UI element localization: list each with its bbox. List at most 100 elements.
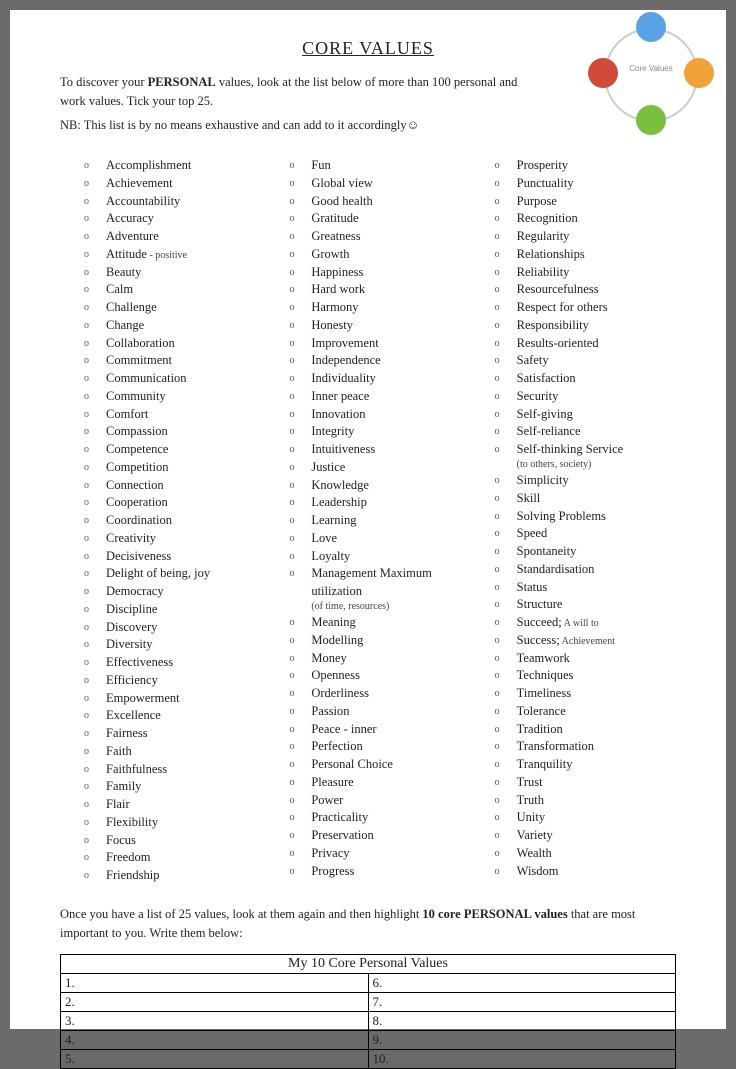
value-item: Challenge <box>84 299 265 317</box>
value-item: Improvement <box>289 335 470 353</box>
value-item: Security <box>495 388 676 406</box>
value-text: Empowerment <box>106 690 265 708</box>
value-item: Communication <box>84 370 265 388</box>
value-text: Friendship <box>106 867 265 885</box>
value-text: Timeliness <box>517 685 676 703</box>
value-text: Discipline <box>106 601 265 619</box>
table-cell[interactable]: 8. <box>368 1011 676 1030</box>
table-row: 4.9. <box>61 1030 676 1049</box>
value-item: Change <box>84 317 265 335</box>
core-values-table: My 10 Core Personal Values 1.6.2.7.3.8.4… <box>60 954 676 1069</box>
value-text: Succeed; A will to <box>517 614 676 632</box>
value-text: Self-thinking Service(to others, society… <box>517 441 676 472</box>
value-text: Discovery <box>106 619 265 637</box>
value-text: Perfection <box>311 738 470 756</box>
value-item: Greatness <box>289 228 470 246</box>
table-row: 1.6. <box>61 973 676 992</box>
value-item: Accomplishment <box>84 157 265 175</box>
value-item: Connection <box>84 477 265 495</box>
value-text: Diversity <box>106 636 265 654</box>
bottom-bold: 10 core PERSONAL values <box>422 907 567 921</box>
value-item: Integrity <box>289 423 470 441</box>
table-cell[interactable]: 3. <box>61 1011 369 1030</box>
value-item: Power <box>289 792 470 810</box>
value-text: Efficiency <box>106 672 265 690</box>
value-text: Individuality <box>311 370 470 388</box>
value-item: Truth <box>495 792 676 810</box>
table-cell[interactable]: 7. <box>368 992 676 1011</box>
value-text: Power <box>311 792 470 810</box>
value-text: Faithfulness <box>106 761 265 779</box>
table-cell[interactable]: 5. <box>61 1049 369 1068</box>
value-item: Responsibility <box>495 317 676 335</box>
value-item: Justice <box>289 459 470 477</box>
value-text: Punctuality <box>517 175 676 193</box>
value-item: Growth <box>289 246 470 264</box>
value-item: Standardisation <box>495 561 676 579</box>
header: CORE VALUES Core Values To discover your… <box>60 38 676 135</box>
value-item: Self-thinking Service(to others, society… <box>495 441 676 472</box>
value-item: Global view <box>289 175 470 193</box>
table-cell[interactable]: 6. <box>368 973 676 992</box>
value-item: Hard work <box>289 281 470 299</box>
value-item: Tolerance <box>495 703 676 721</box>
value-text: Improvement <box>311 335 470 353</box>
value-item: Happiness <box>289 264 470 282</box>
value-item: Punctuality <box>495 175 676 193</box>
logo-dot-icon <box>684 58 714 88</box>
value-subtext: Achievement <box>560 636 615 647</box>
value-item: Skill <box>495 490 676 508</box>
table-cell[interactable]: 2. <box>61 992 369 1011</box>
value-text: Tolerance <box>517 703 676 721</box>
value-text: Success; Achievement <box>517 632 676 650</box>
table-cell[interactable]: 9. <box>368 1030 676 1049</box>
value-text: Freedom <box>106 849 265 867</box>
value-text: Personal Choice <box>311 756 470 774</box>
value-text: Growth <box>311 246 470 264</box>
value-subtext: A will to <box>562 618 599 629</box>
value-item: Delight of being, joy <box>84 565 265 583</box>
value-item: Management Maximum utilization (of time,… <box>289 565 470 614</box>
values-column-2: FunGlobal viewGood healthGratitudeGreatn… <box>265 157 470 885</box>
bottom-a: Once you have a list of 25 values, look … <box>60 907 422 921</box>
value-text: Teamwork <box>517 650 676 668</box>
value-item: Good health <box>289 193 470 211</box>
value-item: Accountability <box>84 193 265 211</box>
value-item: Beauty <box>84 264 265 282</box>
value-text: Trust <box>517 774 676 792</box>
value-item: Compassion <box>84 423 265 441</box>
value-text: Compassion <box>106 423 265 441</box>
value-text: Learning <box>311 512 470 530</box>
table-cell[interactable]: 10. <box>368 1049 676 1068</box>
value-text: Collaboration <box>106 335 265 353</box>
value-item: Coordination <box>84 512 265 530</box>
value-text: Transformation <box>517 738 676 756</box>
value-text: Global view <box>311 175 470 193</box>
value-item: Prosperity <box>495 157 676 175</box>
table-cell[interactable]: 1. <box>61 973 369 992</box>
value-text: Focus <box>106 832 265 850</box>
value-item: Friendship <box>84 867 265 885</box>
logo-dot-icon <box>636 105 666 135</box>
value-text: Passion <box>311 703 470 721</box>
bottom-instructions: Once you have a list of 25 values, look … <box>60 905 676 944</box>
value-item: Variety <box>495 827 676 845</box>
intro-bold: PERSONAL <box>148 75 216 89</box>
value-text: Techniques <box>517 667 676 685</box>
value-text: Delight of being, joy <box>106 565 265 583</box>
value-text: Relationships <box>517 246 676 264</box>
value-text: Accountability <box>106 193 265 211</box>
values-column-1: AccomplishmentAchievementAccountabilityA… <box>60 157 265 885</box>
value-item: Succeed; A will to <box>495 614 676 632</box>
value-item: Orderliness <box>289 685 470 703</box>
value-text: Fairness <box>106 725 265 743</box>
value-text: Pleasure <box>311 774 470 792</box>
table-cell[interactable]: 4. <box>61 1030 369 1049</box>
value-item: Empowerment <box>84 690 265 708</box>
value-item: Family <box>84 778 265 796</box>
value-item: Leadership <box>289 494 470 512</box>
value-item: Peace - inner <box>289 721 470 739</box>
value-subtext: - positive <box>147 250 187 261</box>
value-text: Competition <box>106 459 265 477</box>
value-text: Connection <box>106 477 265 495</box>
